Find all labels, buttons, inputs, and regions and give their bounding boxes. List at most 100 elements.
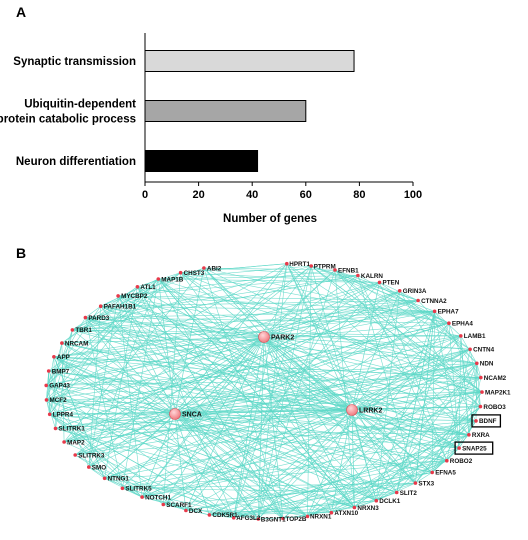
network-edge (118, 269, 336, 297)
gene-node-dot (62, 440, 66, 444)
network-edge (415, 311, 435, 484)
network-edge (258, 269, 336, 520)
category-label-1: Synaptic transmission (13, 56, 136, 68)
gene-label-robo3: ROBO3 (483, 404, 506, 411)
network-edge (357, 275, 448, 461)
gene-node-dot (309, 264, 314, 268)
network-edge (233, 265, 312, 518)
gene-node-lppr4: LPPR4 (47, 412, 73, 419)
network-edge (53, 356, 483, 393)
network-edge (118, 295, 477, 364)
network-edge (55, 329, 73, 429)
network-edge (75, 420, 477, 456)
gene-label-chst3: CHST3 (184, 270, 205, 277)
network-edge (85, 317, 449, 324)
network-edge (233, 472, 433, 519)
network-edge (104, 335, 461, 479)
gene-label-ncam2: NCAM2 (484, 375, 507, 382)
network-edge (203, 267, 481, 407)
gene-node-dot (156, 277, 161, 281)
gene-label-dcx: DCX (189, 508, 203, 515)
gene-node-snap25: SNAP25 (454, 441, 494, 455)
gene-node-mycbp2: MYCBP2 (116, 293, 148, 300)
gene-label-stx3: STX3 (418, 480, 434, 487)
network-edge (351, 409, 416, 484)
gene-node-tbr1: TBR1 (70, 327, 92, 334)
network-edge (203, 267, 416, 484)
network-edge (100, 300, 419, 307)
gene-node-top2b: TOP2B (281, 516, 307, 523)
network-edge (263, 336, 447, 461)
network-edge (88, 306, 101, 468)
gene-node-dot (161, 502, 166, 507)
gene-node-dot (53, 426, 58, 431)
network-edge (209, 500, 377, 516)
network-edge (263, 336, 377, 501)
x-tick-group: 0 20 40 60 80 100 (142, 182, 422, 201)
network-edge (48, 370, 90, 468)
gene-node-dot (432, 309, 437, 314)
network-edge (163, 409, 353, 505)
gene-node-bmp7: BMP7 (46, 368, 70, 375)
gene-node-dot (52, 355, 56, 359)
gene-node-mcf2: MCF2 (44, 397, 67, 404)
network-edge (434, 311, 482, 378)
network-edge (49, 414, 143, 498)
gene-node-dot (202, 266, 206, 270)
network-edge (137, 286, 234, 518)
network-edge (311, 265, 419, 301)
gene-label-cntn4: CNTN4 (473, 347, 494, 354)
network-edge (351, 335, 461, 411)
gene-node-dot (116, 294, 120, 298)
network-edge (203, 267, 265, 338)
gene-label-abi2: ABI2 (207, 265, 222, 272)
gene-node-dclk1: DCLK1 (374, 498, 401, 505)
network-edge (468, 363, 478, 435)
network-edge (104, 478, 187, 511)
network-edge (64, 409, 353, 443)
gene-label-slit2: SLIT2 (400, 490, 418, 497)
gene-node-dot (377, 280, 382, 285)
highlight-box-bdnf (471, 414, 502, 428)
network-edge (49, 414, 187, 511)
network-edge (307, 434, 470, 517)
gene-label-snap25: SNAP25 (462, 445, 487, 452)
network-edge (351, 348, 471, 411)
network-edge (85, 317, 460, 449)
gene-node-pten: PTEN (377, 280, 400, 287)
network-edge (46, 363, 477, 386)
network-edge (100, 305, 483, 393)
network-edge (72, 265, 312, 331)
network-edge (88, 263, 288, 468)
network-edge (117, 295, 460, 449)
gene-label-slitrk1: SLITRK1 (59, 426, 86, 433)
gene-node-abi2: ABI2 (202, 265, 222, 272)
network-edge (49, 343, 63, 415)
gene-node-chst3: CHST3 (178, 270, 205, 277)
network-edge (446, 349, 471, 461)
network-edge (49, 322, 449, 415)
network-edge (46, 311, 435, 386)
gene-node-dot (397, 289, 402, 293)
network-edge (117, 295, 259, 520)
network-edge (263, 336, 355, 508)
network-edge (55, 428, 355, 508)
gene-node-dot (459, 334, 463, 338)
network-edge (209, 377, 481, 516)
panel-letter-b: B (16, 245, 26, 261)
gene-label-epha7: EPHA7 (438, 309, 459, 316)
gene-label-nrxn3: NRXN3 (357, 505, 379, 512)
gene-label-slitrk5: SLITRK5 (125, 486, 152, 493)
gene-node-dot (468, 347, 472, 352)
gene-node-pard3: PARD3 (83, 315, 110, 322)
network-edge (63, 265, 312, 443)
gene-node-nrxn3: NRXN3 (352, 505, 379, 512)
gene-label-kalrn: KALRN (361, 273, 383, 280)
gene-label-nrcam: NRCAM (65, 340, 88, 347)
network-edge (46, 329, 73, 401)
network-edge (163, 482, 416, 505)
network-edge (311, 265, 435, 312)
network-edge (331, 492, 397, 513)
